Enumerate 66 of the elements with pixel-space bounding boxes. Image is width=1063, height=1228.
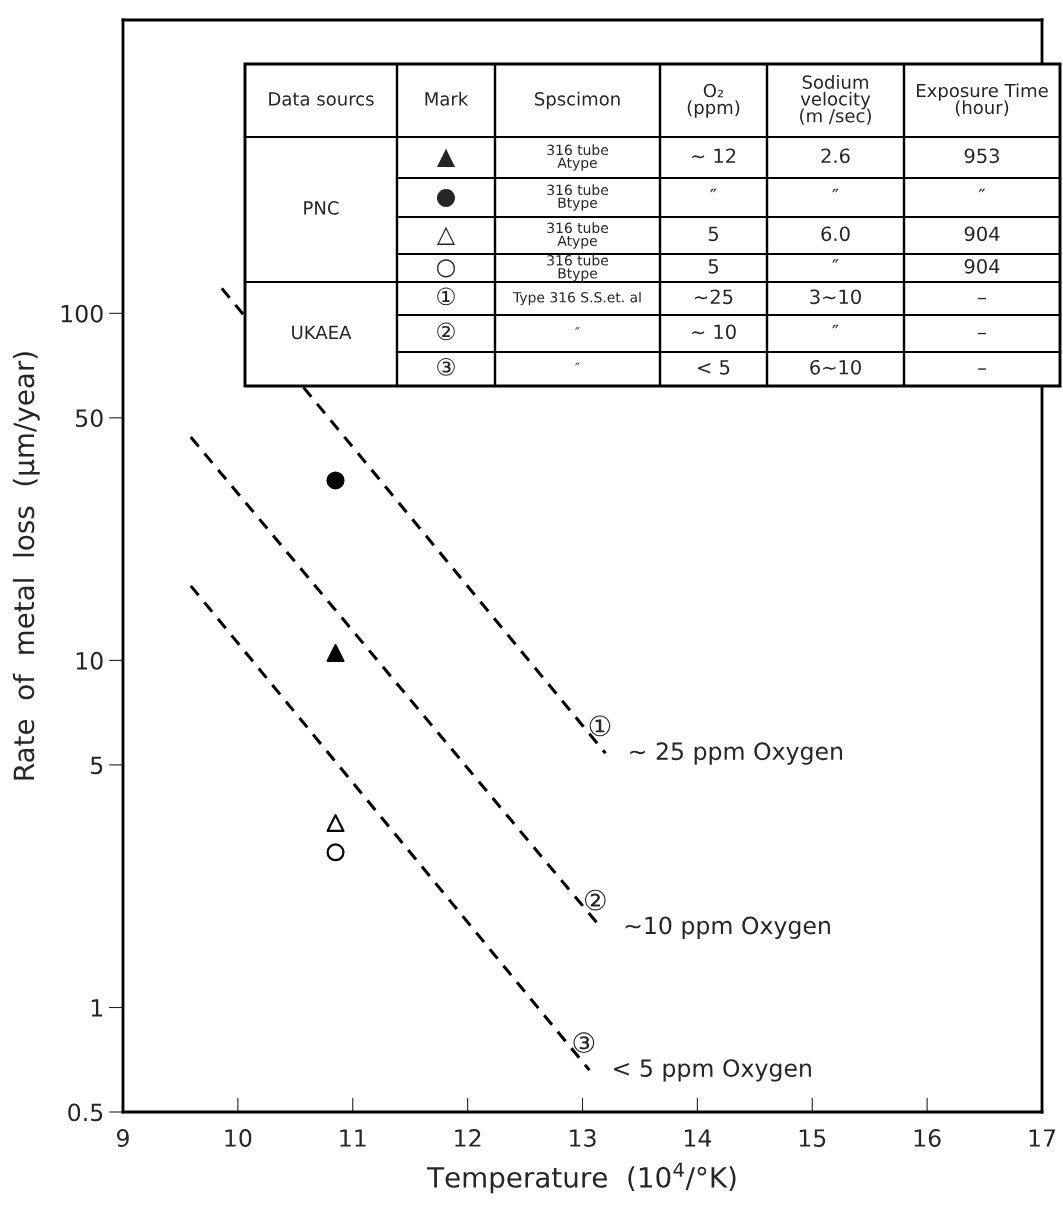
annotation: ~ 12 — [691, 148, 736, 163]
annotation: ○ — [436, 259, 456, 278]
annotation: 6~10 — [810, 359, 861, 375]
x-tick-label: 11 — [340, 1129, 366, 1147]
annotation: ″ — [978, 188, 986, 193]
annotation: ~ 25 ppm Oxygen — [630, 742, 843, 765]
annotation: ③ — [573, 1032, 595, 1054]
y-tick-label: 5 — [91, 756, 103, 775]
y-axis-title: Rate of metal loss (μm/year) — [12, 352, 40, 780]
annotation: Type 316 S.S.et. al — [513, 291, 641, 306]
x-axis-title: Temperature (10$^{4}$/°K) — [427, 1162, 736, 1194]
annotation: ~ 10 — [691, 324, 736, 340]
annotation: 316 tube Btype — [547, 254, 609, 282]
x-tick-label: 10 — [225, 1129, 252, 1147]
annotation: 904 — [964, 226, 1000, 242]
annotation: PNC — [304, 201, 339, 215]
annotation: ~25 — [695, 289, 733, 305]
y-tick-label: 50 — [76, 409, 103, 428]
annotation: ▲ — [436, 148, 456, 167]
annotation: UKAEA — [292, 325, 352, 340]
annotation: Mark — [425, 91, 469, 106]
annotation: Exposure Time (hour) — [917, 83, 1048, 117]
annotation: ② — [584, 889, 606, 911]
annotation: ③ — [437, 358, 455, 376]
annotation: 5 — [708, 259, 718, 274]
annotation: – — [978, 332, 986, 335]
x-tick-label: 16 — [914, 1129, 941, 1147]
annotation: 904 — [964, 258, 1000, 274]
annotation: ~10 ppm Oxygen — [625, 916, 830, 939]
annotation: O₂ (ppm) — [687, 83, 740, 118]
annotation: – — [978, 297, 986, 300]
x-tick-label: 17 — [1029, 1129, 1055, 1147]
annotation: Spscimon — [535, 91, 620, 110]
x-tick-label: 14 — [684, 1129, 712, 1147]
annotation: ● — [436, 188, 456, 207]
annotation: 6.0 — [821, 226, 850, 242]
annotation: ″ — [832, 259, 839, 263]
annotation: 2.6 — [821, 148, 850, 164]
annotation: ″ — [832, 324, 839, 329]
annotation: 953 — [964, 148, 999, 164]
annotation: ″ — [575, 327, 580, 330]
annotation: ② — [437, 322, 455, 341]
annotation: ① — [437, 287, 455, 306]
x-tick-label: 12 — [455, 1129, 481, 1147]
annotation: ″ — [710, 188, 717, 193]
annotation: 5 — [708, 226, 718, 242]
annotation: ″ — [575, 362, 580, 366]
y-tick-label: 0.5 — [68, 1103, 103, 1122]
annotation: △ — [436, 226, 456, 245]
annotation: ① — [589, 715, 611, 737]
annotation: Data sourcs — [269, 92, 374, 106]
annotation: 3~10 — [810, 289, 861, 305]
y-tick-label: 1 — [91, 999, 103, 1017]
annotation: 316 tube Atype — [547, 144, 609, 171]
annotation: ″ — [832, 188, 839, 193]
annotation: < 5 — [698, 360, 730, 375]
annotation: < 5 ppm Oxygen — [614, 1059, 811, 1082]
y-tick-label: 10 — [76, 651, 103, 670]
x-tick-label: 9 — [116, 1129, 129, 1147]
x-tick-label: 13 — [570, 1129, 596, 1147]
x-tick-label: 15 — [799, 1129, 826, 1147]
annotation: Sodium velocity (m /sec) — [800, 74, 871, 125]
annotation: 316 tube Atype — [547, 222, 609, 249]
annotation: 316 tube Btype — [547, 184, 609, 211]
y-tick-label: 100 — [61, 304, 103, 323]
annotation: – — [978, 368, 986, 370]
